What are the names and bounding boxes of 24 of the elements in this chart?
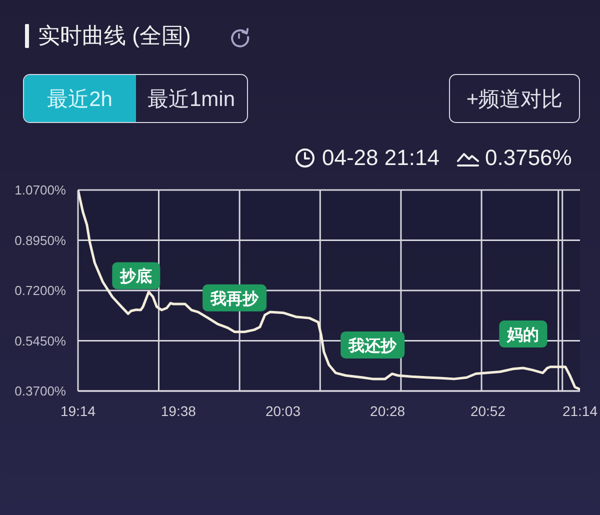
y-tick-label: 0.5450% (14, 333, 66, 348)
annotation: 我还抄 (348, 336, 398, 355)
annotation: 妈的 (506, 326, 540, 344)
x-tick-label: 21:14 (562, 402, 598, 419)
text: 0.3756% (485, 145, 572, 170)
x-tick-label: 20:28 (370, 402, 406, 419)
x-tick-label: 19:14 (60, 402, 96, 419)
y-tick-label: 0.7200% (14, 283, 66, 298)
text: 04-28 21:14 (322, 145, 440, 170)
chart-title: 实时曲线 (全国) (38, 23, 191, 48)
y-tick-label: 0.3700% (14, 384, 66, 399)
x-tick-label: 20:03 (265, 402, 301, 419)
x-tick-label: 19:38 (160, 402, 196, 419)
compare-button[interactable]: +频道对比 (449, 74, 580, 123)
callout-box: 抄底 (112, 262, 160, 290)
y-tick-label: 1.0700% (14, 182, 66, 198)
y-tick-label: 0.8950% (14, 232, 66, 248)
callout-box: 我还抄 (340, 331, 405, 358)
annotation: 抄底 (119, 268, 152, 286)
annotation: 我再抄 (210, 290, 260, 308)
x-tick-label: 20:52 (470, 402, 506, 419)
callout-box: 妈的 (499, 320, 548, 348)
time-range-tab[interactable]: 最近1min (136, 75, 247, 122)
callout-box: 我再抄 (202, 284, 267, 312)
